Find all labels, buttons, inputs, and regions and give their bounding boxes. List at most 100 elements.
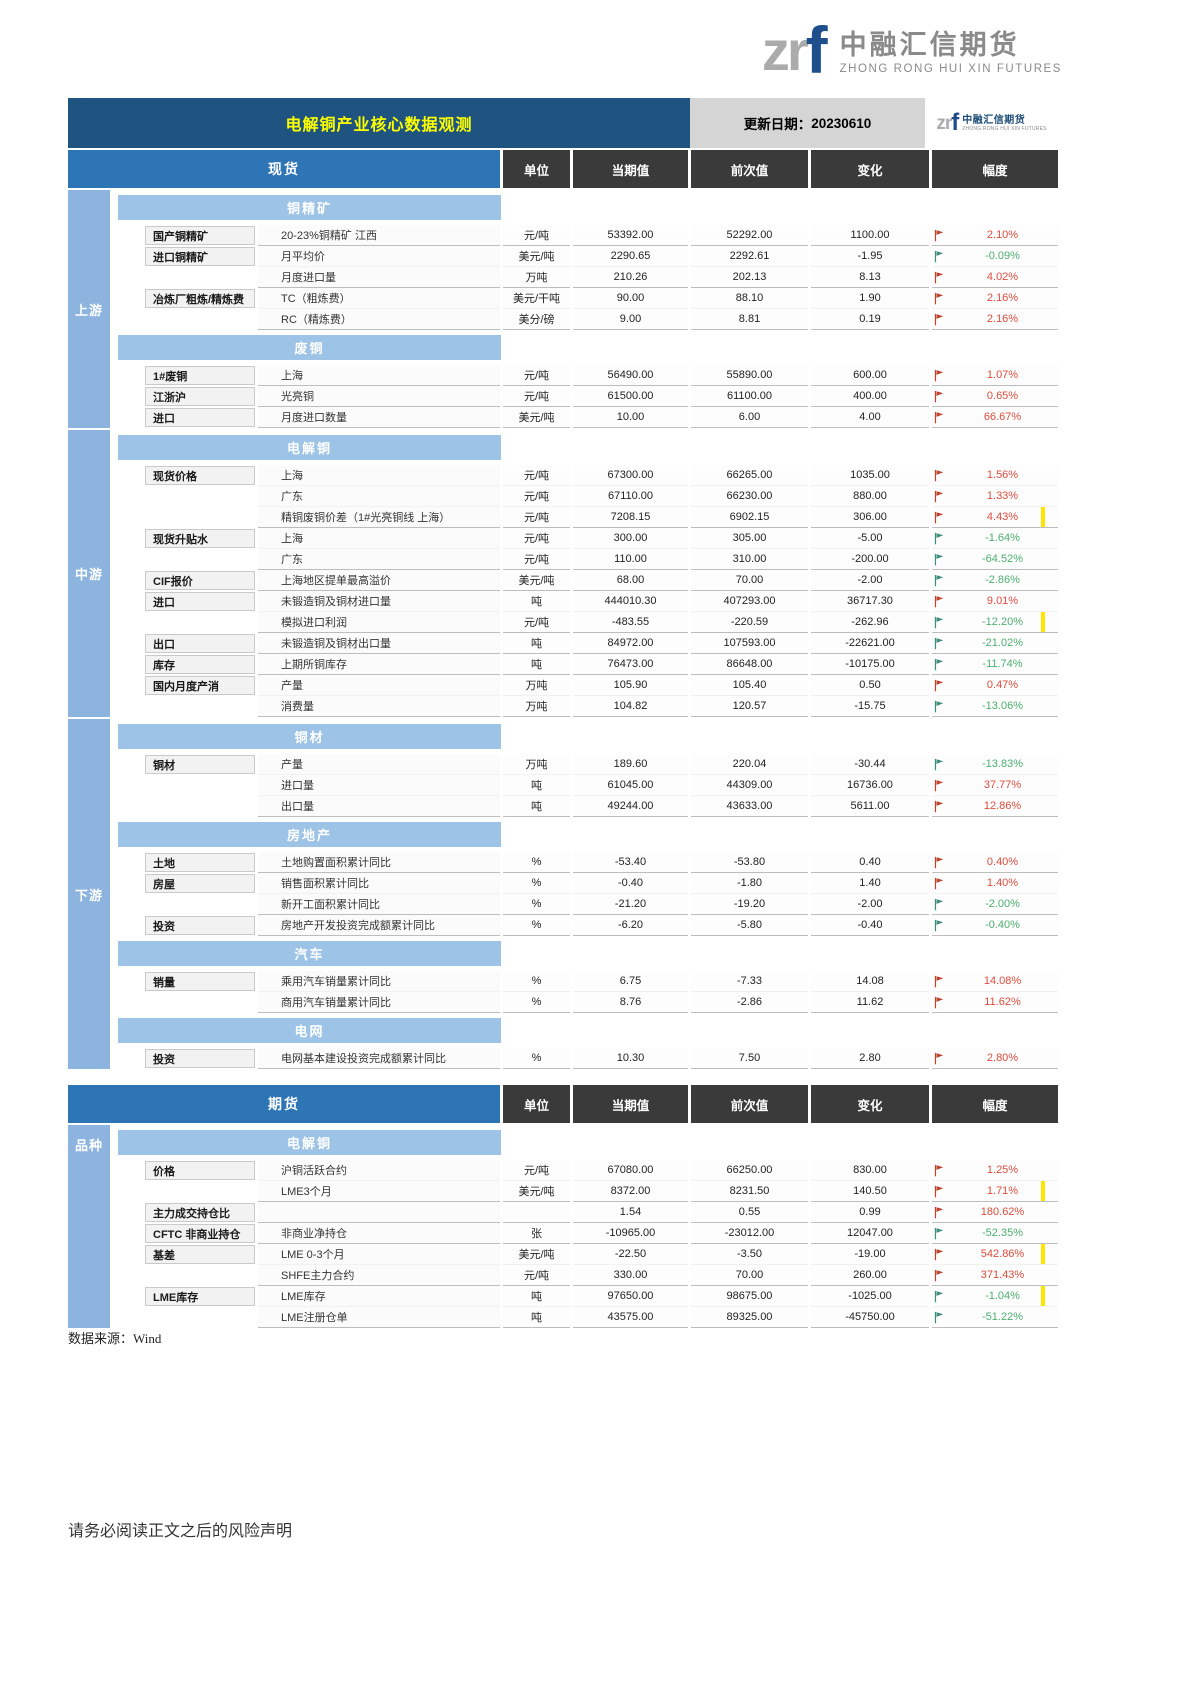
table-row: 国产铜精矿 20-23%铜精矿 江西 元/吨 53392.00 52292.00 1100… [118, 225, 1058, 246]
unit-cell: 元/吨 [503, 386, 570, 407]
range-value: 9.01% [986, 595, 1019, 607]
row-label-cell [118, 507, 255, 528]
flag-up-icon [933, 270, 947, 284]
range-cell: 37.77% [932, 775, 1058, 796]
change-value-cell: 11.62 [811, 992, 929, 1013]
mini-company-logo: zr f 中融汇信期货 ZHONG RONG HUI XIN FUTURES [925, 98, 1058, 148]
row-item: 月度进口数量 [258, 407, 500, 428]
row-label-cell: 国产铜精矿 [118, 225, 255, 246]
row-item: LME库存 [258, 1286, 500, 1307]
row-label-cell [118, 992, 255, 1013]
unit-cell: % [503, 971, 570, 992]
unit-cell: 吨 [503, 633, 570, 654]
current-value-cell: 53392.00 [573, 225, 688, 246]
range-value: -1.64% [985, 532, 1020, 544]
current-value-cell: 68.00 [573, 570, 688, 591]
range-cell: -13.83% [932, 754, 1058, 775]
region-下游: 下游 铜材 铜材 产量 万吨 189.60 220.04 -30.44 -13.83% 进口量吨 6… [68, 719, 1058, 1069]
table-row: 月度进口量 万吨 210.26 202.13 8.13 4.02% [118, 267, 1058, 288]
change-value-cell: 600.00 [811, 365, 929, 386]
range-value: 180.62% [980, 1206, 1025, 1218]
table-row: LME库存 LME库存吨 97650.00 98675.00 -1025.00 -1.04… [118, 1286, 1058, 1307]
change-value-cell: -19.00 [811, 1244, 929, 1265]
range-value: 2.10% [986, 229, 1019, 241]
flag-up-icon [933, 778, 947, 792]
row-item: 光亮铜 [258, 386, 500, 407]
row-label: 销量 [145, 972, 255, 991]
range-value: 14.08% [983, 975, 1022, 987]
range-value: 4.02% [986, 271, 1019, 283]
range-value: 0.65% [986, 390, 1019, 402]
tables-area: 现货 单位 当期值 前次值 变化 幅度 上游 铜精矿 国产铜精矿 20-23%铜精矿 江西 元/吨 5… [68, 150, 1058, 1328]
current-value-cell: 61500.00 [573, 386, 688, 407]
change-value-cell: 4.00 [811, 407, 929, 428]
unit-cell: 美元/吨 [503, 570, 570, 591]
range-value: 12.86% [983, 800, 1022, 812]
column-header-previous: 前次值 [691, 1085, 808, 1123]
row-item: 非商业净持仓 [258, 1223, 500, 1244]
current-value-cell: 1.54 [573, 1202, 688, 1223]
range-cell: -2.86% [932, 570, 1058, 591]
change-value-cell: 0.40 [811, 852, 929, 873]
previous-value-cell: 310.00 [691, 549, 808, 570]
range-cell: -51.22% [932, 1307, 1058, 1328]
yellow-highlight-mark [1041, 1181, 1045, 1201]
row-label: 冶炼厂粗炼/精炼费 [145, 289, 255, 308]
unit-cell: 元/吨 [503, 507, 570, 528]
table-row: LME3个月 美元/吨 8372.00 8231.50 140.50 1.71% [118, 1181, 1058, 1202]
region-中游: 中游 电解铜 现货价格 上海 元/吨 67300.00 66265.00 1035.00 1.5… [68, 430, 1058, 717]
spot-table: 现货 单位 当期值 前次值 变化 幅度 上游 铜精矿 国产铜精矿 20-23%铜精矿 江西 元/吨 5… [68, 150, 1058, 1069]
flag-down-icon [933, 249, 947, 263]
row-label: 国内月度产消 [145, 676, 255, 695]
row-label: CFTC 非商业持仓 [145, 1224, 255, 1243]
range-cell: -13.06% [932, 696, 1058, 717]
range-value: -2.86% [985, 574, 1020, 586]
change-value-cell: 1100.00 [811, 225, 929, 246]
row-item: LME 0-3个月 [258, 1244, 500, 1265]
current-value-cell: 189.60 [573, 754, 688, 775]
flag-up-icon [933, 410, 947, 424]
flag-down-icon [933, 657, 947, 671]
range-value: 371.43% [980, 1269, 1025, 1281]
row-label-cell [118, 775, 255, 796]
previous-value-cell: 6902.15 [691, 507, 808, 528]
row-label: 现货价格 [145, 466, 255, 485]
table-row: 出口量吨 49244.00 43633.00 5611.00 12.86% [118, 796, 1058, 817]
yellow-highlight-mark [1041, 612, 1045, 632]
range-cell: 2.16% [932, 309, 1058, 330]
flag-up-icon [933, 291, 947, 305]
unit-cell: % [503, 915, 570, 936]
range-cell: 1.25% [932, 1160, 1058, 1181]
unit-cell: 美元/吨 [503, 407, 570, 428]
table-row: 现货价格 上海 元/吨 67300.00 66265.00 1035.00 1.56% [118, 465, 1058, 486]
current-value-cell: 56490.00 [573, 365, 688, 386]
row-label-cell: 出口 [118, 633, 255, 654]
range-value: -64.52% [982, 553, 1023, 565]
row-label: 投资 [145, 916, 255, 935]
row-item: 未锻造铜及铜材进口量 [258, 591, 500, 612]
row-label: 铜材 [145, 755, 255, 774]
company-logo: zr f 中融汇信期货 ZHONG RONG HUI XIN FUTURES [762, 17, 1062, 83]
row-label-cell: 投资 [118, 1048, 255, 1069]
table-row: 广东 元/吨 67110.00 66230.00 880.00 1.33% [118, 486, 1058, 507]
current-value-cell: 76473.00 [573, 654, 688, 675]
previous-value-cell: 55890.00 [691, 365, 808, 386]
flag-up-icon [933, 678, 947, 692]
region-上游: 上游 铜精矿 国产铜精矿 20-23%铜精矿 江西 元/吨 53392.00 52292.0… [68, 190, 1058, 428]
previous-value-cell: -53.80 [691, 852, 808, 873]
unit-cell: 万吨 [503, 675, 570, 696]
current-value-cell: 104.82 [573, 696, 688, 717]
range-cell: -1.64% [932, 528, 1058, 549]
unit-cell: 元/吨 [503, 1160, 570, 1181]
sidebar-gap [110, 1125, 118, 1328]
current-value-cell: 67080.00 [573, 1160, 688, 1181]
unit-cell: 元/吨 [503, 528, 570, 549]
range-value: 0.47% [986, 679, 1019, 691]
row-label: 国产铜精矿 [145, 226, 255, 245]
previous-value-cell: 66265.00 [691, 465, 808, 486]
current-value-cell: -21.20 [573, 894, 688, 915]
change-value-cell: -262.96 [811, 612, 929, 633]
flag-up-icon [933, 510, 947, 524]
table-row: 新开工面积累计同比% -21.20 -19.20 -2.00 -2.00% [118, 894, 1058, 915]
row-item: 上海 [258, 528, 500, 549]
